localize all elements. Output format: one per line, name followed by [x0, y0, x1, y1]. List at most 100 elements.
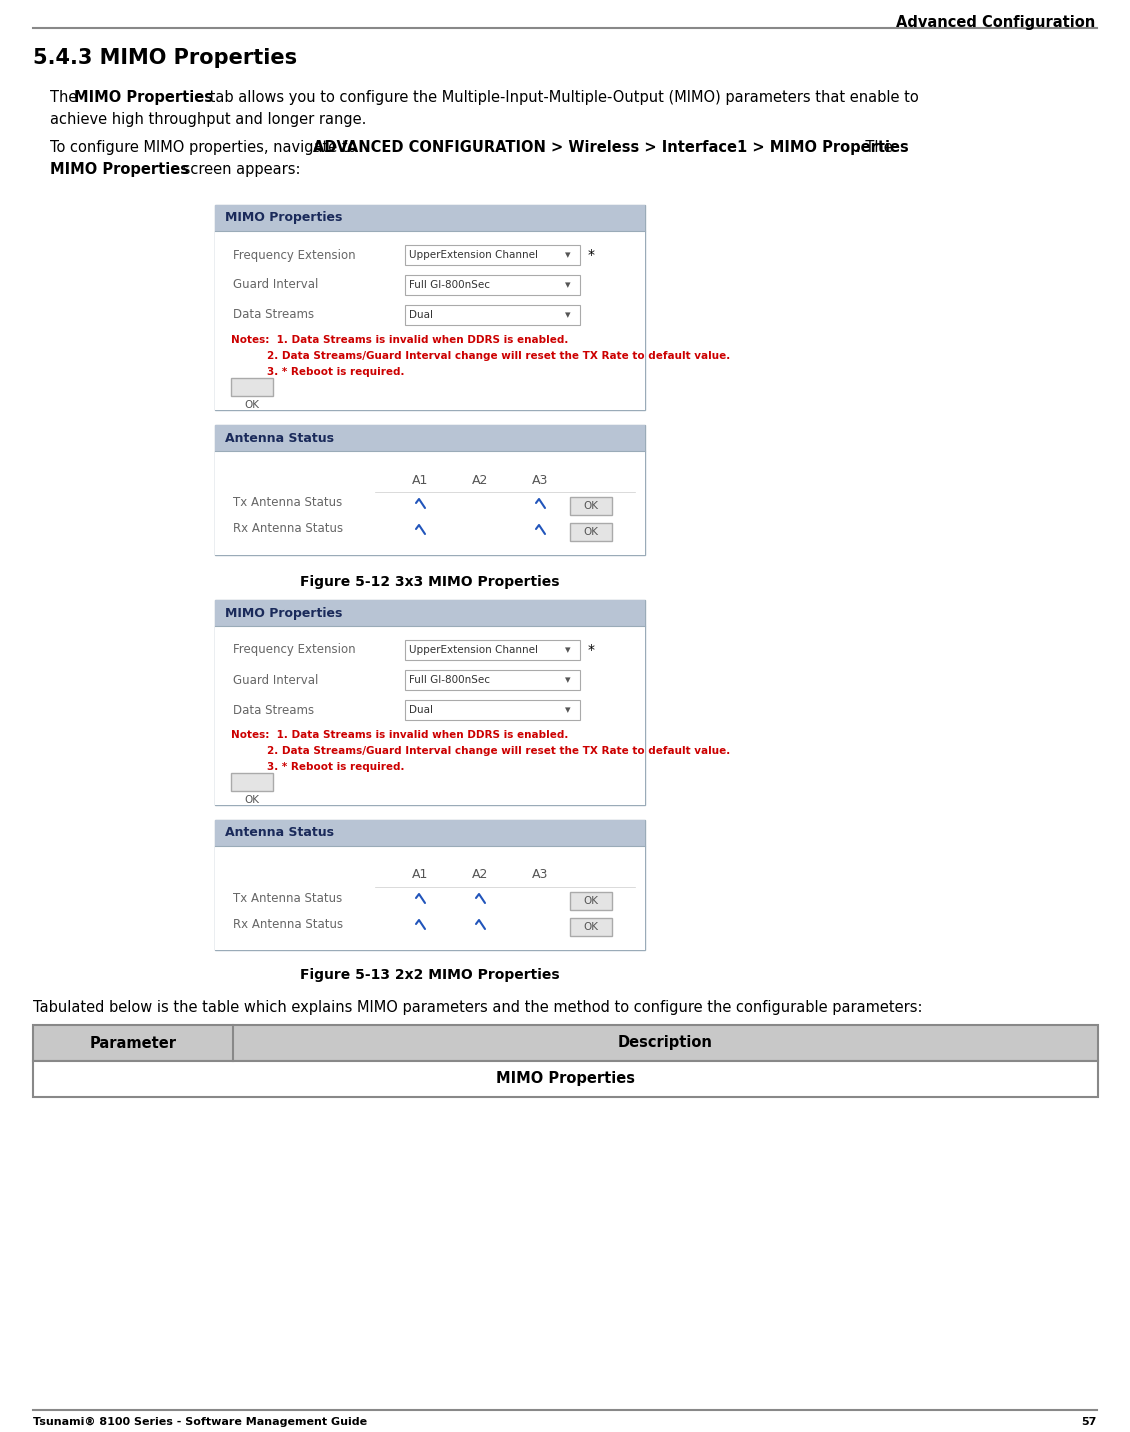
Text: Rx Antenna Status: Rx Antenna Status — [233, 918, 344, 931]
Text: Parameter: Parameter — [89, 1035, 176, 1051]
Text: *: * — [588, 643, 596, 657]
Text: tab allows you to configure the Multiple-Input-Multiple-Output (MIMO) parameters: tab allows you to configure the Multiple… — [205, 90, 919, 105]
Bar — [215, 626, 645, 805]
Text: 57: 57 — [1081, 1418, 1097, 1428]
Bar — [215, 600, 645, 805]
Text: A3: A3 — [532, 868, 548, 882]
Text: A1: A1 — [411, 474, 428, 487]
Text: Frequency Extension: Frequency Extension — [233, 249, 356, 262]
Text: Guard Interval: Guard Interval — [233, 278, 319, 292]
Bar — [215, 451, 645, 556]
Text: Antenna Status: Antenna Status — [225, 431, 334, 444]
Text: OK: OK — [244, 795, 260, 805]
Text: Data Streams: Data Streams — [233, 703, 314, 716]
Text: 3. * Reboot is required.: 3. * Reboot is required. — [267, 762, 405, 772]
Text: UpperExtension Channel: UpperExtension Channel — [409, 644, 538, 654]
Text: ▾: ▾ — [565, 644, 571, 654]
Text: A2: A2 — [472, 868, 488, 882]
Bar — [33, 1061, 1098, 1097]
Text: Dual: Dual — [409, 705, 433, 715]
Bar — [475, 919, 485, 929]
Text: OK: OK — [583, 896, 599, 906]
Text: Guard Interval: Guard Interval — [233, 673, 319, 686]
Text: MIMO Properties: MIMO Properties — [50, 162, 189, 178]
Bar — [215, 231, 645, 410]
Text: UpperExtension Channel: UpperExtension Channel — [409, 251, 538, 261]
Text: Notes:  1. Data Streams is invalid when DDRS is enabled.: Notes: 1. Data Streams is invalid when D… — [231, 335, 568, 345]
Bar — [570, 918, 612, 937]
Text: ▾: ▾ — [565, 705, 571, 715]
Text: A2: A2 — [472, 474, 488, 487]
Bar — [534, 524, 545, 534]
Bar — [415, 524, 425, 534]
Bar — [405, 640, 580, 660]
Bar — [215, 821, 645, 846]
Bar — [215, 846, 645, 949]
Bar — [475, 498, 485, 508]
Text: Tx Antenna Status: Tx Antenna Status — [233, 892, 342, 905]
Text: MIMO Properties: MIMO Properties — [225, 212, 342, 225]
Text: 3. * Reboot is required.: 3. * Reboot is required. — [267, 367, 405, 377]
Bar — [570, 892, 612, 909]
Bar — [570, 523, 612, 541]
Text: ▾: ▾ — [565, 281, 571, 291]
Text: Description: Description — [618, 1035, 713, 1051]
Text: A3: A3 — [532, 474, 548, 487]
Bar — [405, 305, 580, 325]
Text: Data Streams: Data Streams — [233, 308, 314, 322]
Bar — [475, 524, 485, 534]
Text: Figure 5-13 2x2 MIMO Properties: Figure 5-13 2x2 MIMO Properties — [301, 968, 559, 982]
Bar — [405, 670, 580, 690]
Text: Antenna Status: Antenna Status — [225, 826, 334, 839]
Text: Tx Antenna Status: Tx Antenna Status — [233, 497, 342, 510]
Text: OK: OK — [244, 400, 260, 410]
Text: 5.4.3 MIMO Properties: 5.4.3 MIMO Properties — [33, 49, 297, 67]
Text: To configure MIMO properties, navigate to: To configure MIMO properties, navigate t… — [50, 140, 362, 155]
Text: Frequency Extension: Frequency Extension — [233, 643, 356, 656]
Bar — [231, 378, 273, 397]
Text: Tsunami® 8100 Series - Software Management Guide: Tsunami® 8100 Series - Software Manageme… — [33, 1416, 367, 1428]
Text: Full GI-800nSec: Full GI-800nSec — [409, 281, 490, 291]
Text: 2. Data Streams/Guard Interval change will reset the TX Rate to default value.: 2. Data Streams/Guard Interval change wi… — [267, 746, 730, 756]
Text: *: * — [588, 248, 596, 262]
Text: ▾: ▾ — [565, 251, 571, 261]
Text: Rx Antenna Status: Rx Antenna Status — [233, 523, 344, 536]
Bar — [475, 894, 485, 904]
Bar — [215, 425, 645, 556]
Bar — [415, 498, 425, 508]
Text: screen appears:: screen appears: — [179, 162, 301, 178]
Text: Dual: Dual — [409, 309, 433, 319]
Text: A1: A1 — [411, 868, 428, 882]
Text: MIMO Properties: MIMO Properties — [73, 90, 212, 105]
Text: OK: OK — [583, 922, 599, 932]
Bar — [233, 1025, 1098, 1061]
Bar — [405, 275, 580, 295]
Bar — [215, 205, 645, 410]
Bar — [33, 1025, 233, 1061]
Text: Tabulated below is the table which explains MIMO parameters and the method to co: Tabulated below is the table which expla… — [33, 1000, 922, 1015]
Bar — [215, 821, 645, 949]
Bar — [415, 894, 425, 904]
Text: MIMO Properties: MIMO Properties — [496, 1071, 635, 1087]
Text: The: The — [50, 90, 82, 105]
Text: . The: . The — [857, 140, 893, 155]
Text: Figure 5-12 3x3 MIMO Properties: Figure 5-12 3x3 MIMO Properties — [301, 576, 559, 589]
Bar — [405, 700, 580, 720]
Text: ▾: ▾ — [565, 674, 571, 684]
Bar — [215, 205, 645, 231]
Bar — [534, 919, 545, 929]
Text: OK: OK — [583, 501, 599, 511]
Bar — [231, 773, 273, 790]
Bar — [570, 497, 612, 516]
Text: achieve high throughput and longer range.: achieve high throughput and longer range… — [50, 112, 366, 127]
Text: ▾: ▾ — [565, 309, 571, 319]
Text: Notes:  1. Data Streams is invalid when DDRS is enabled.: Notes: 1. Data Streams is invalid when D… — [231, 730, 568, 740]
Text: Advanced Configuration: Advanced Configuration — [896, 14, 1095, 30]
Text: 2. Data Streams/Guard Interval change will reset the TX Rate to default value.: 2. Data Streams/Guard Interval change wi… — [267, 351, 730, 361]
Bar — [534, 894, 545, 904]
Bar — [33, 1025, 1098, 1061]
Text: MIMO Properties: MIMO Properties — [225, 607, 342, 620]
Text: OK: OK — [583, 527, 599, 537]
Bar — [215, 600, 645, 626]
Bar — [405, 245, 580, 265]
